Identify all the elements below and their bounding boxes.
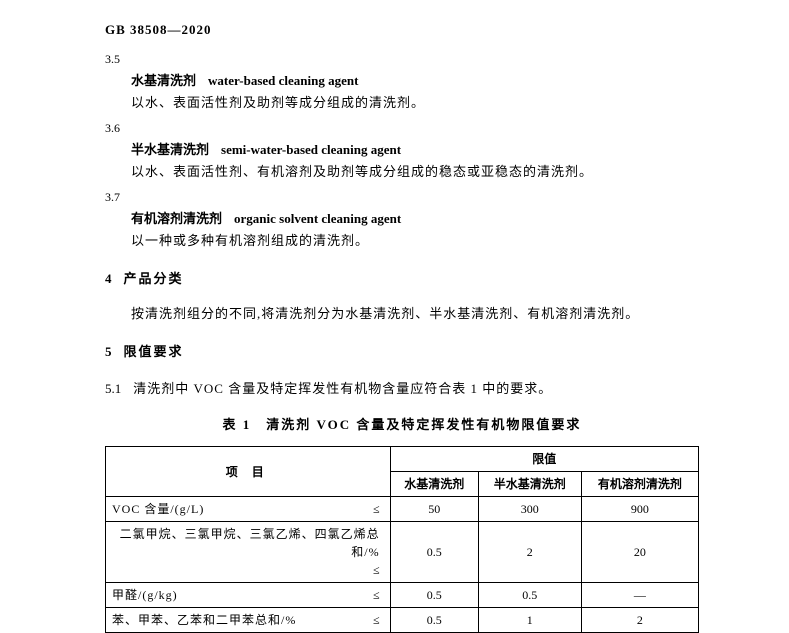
definition-3-6: 3.6 半水基清洗剂 semi-water-based cleaning agen… bbox=[105, 119, 699, 182]
section-4-heading: 4 产品分类 bbox=[105, 269, 699, 289]
row-val: 0.5 bbox=[478, 583, 581, 608]
term-zh: 有机溶剂清洗剂 bbox=[131, 211, 222, 226]
term-heading: 有机溶剂清洗剂 organic solvent cleaning agent bbox=[131, 209, 699, 229]
definition-3-5: 3.5 水基清洗剂 water-based cleaning agent 以水、表… bbox=[105, 50, 699, 113]
row-val: 20 bbox=[581, 522, 698, 583]
row-item: 苯、甲苯、乙苯和二甲苯总和/% bbox=[106, 608, 391, 633]
row-item: 二氯甲烷、三氯甲烷、三氯乙烯、四氯乙烯总和/% bbox=[106, 522, 391, 583]
row-val: 1 bbox=[478, 608, 581, 633]
table-row: 二氯甲烷、三氯甲烷、三氯乙烯、四氯乙烯总和/% 0.5 2 20 bbox=[106, 522, 699, 583]
term-heading: 半水基清洗剂 semi-water-based cleaning agent bbox=[131, 140, 699, 160]
row-val: 0.5 bbox=[390, 522, 478, 583]
term-zh: 半水基清洗剂 bbox=[131, 142, 209, 157]
section-4-text: 按清洗剂组分的不同,将清洗剂分为水基清洗剂、半水基清洗剂、有机溶剂清洗剂。 bbox=[131, 304, 699, 324]
section-number: 5 bbox=[105, 344, 112, 359]
section-number: 4 bbox=[105, 271, 112, 286]
col-header: 半水基清洗剂 bbox=[478, 472, 581, 497]
term-zh: 水基清洗剂 bbox=[131, 73, 196, 88]
row-val: 0.5 bbox=[390, 608, 478, 633]
row-val: 2 bbox=[478, 522, 581, 583]
term-en: water-based cleaning agent bbox=[208, 73, 358, 88]
table-row: VOC 含量/(g/L) 50 300 900 bbox=[106, 497, 699, 522]
clause-text: 清洗剂中 VOC 含量及特定挥发性有机物含量应符合表 1 中的要求。 bbox=[133, 381, 552, 396]
row-val: 2 bbox=[581, 608, 698, 633]
term-number: 3.7 bbox=[105, 188, 699, 206]
row-val: 50 bbox=[390, 497, 478, 522]
header-item: 项目 bbox=[106, 447, 391, 497]
col-header: 水基清洗剂 bbox=[390, 472, 478, 497]
col-header: 有机溶剂清洗剂 bbox=[581, 472, 698, 497]
standard-id: GB 38508—2020 bbox=[105, 20, 699, 40]
table-1-title: 表 1 清洗剂 VOC 含量及特定挥发性有机物限值要求 bbox=[105, 415, 699, 435]
row-val: 0.5 bbox=[390, 583, 478, 608]
table-row: 苯、甲苯、乙苯和二甲苯总和/% 0.5 1 2 bbox=[106, 608, 699, 633]
row-val: 900 bbox=[581, 497, 698, 522]
table-header-row-1: 项目 限值 bbox=[106, 447, 699, 472]
term-heading: 水基清洗剂 water-based cleaning agent bbox=[131, 71, 699, 91]
term-en: organic solvent cleaning agent bbox=[234, 211, 401, 226]
section-title: 产品分类 bbox=[124, 271, 184, 286]
row-val: — bbox=[581, 583, 698, 608]
term-number: 3.6 bbox=[105, 119, 699, 137]
row-val: 300 bbox=[478, 497, 581, 522]
term-number: 3.5 bbox=[105, 50, 699, 68]
term-definition: 以水、表面活性剂、有机溶剂及助剂等成分组成的稳态或亚稳态的清洗剂。 bbox=[131, 162, 699, 182]
term-en: semi-water-based cleaning agent bbox=[221, 142, 401, 157]
definition-3-7: 3.7 有机溶剂清洗剂 organic solvent cleaning agen… bbox=[105, 188, 699, 251]
header-limit: 限值 bbox=[390, 447, 698, 472]
clause-5-1: 5.1 清洗剂中 VOC 含量及特定挥发性有机物含量应符合表 1 中的要求。 bbox=[105, 379, 699, 399]
section-5-heading: 5 限值要求 bbox=[105, 342, 699, 362]
row-item: VOC 含量/(g/L) bbox=[106, 497, 391, 522]
section-title: 限值要求 bbox=[124, 344, 184, 359]
clause-number: 5.1 bbox=[105, 381, 121, 396]
term-definition: 以一种或多种有机溶剂组成的清洗剂。 bbox=[131, 231, 699, 251]
table-1: 项目 限值 水基清洗剂 半水基清洗剂 有机溶剂清洗剂 VOC 含量/(g/L) … bbox=[105, 446, 699, 633]
row-item: 甲醛/(g/kg) bbox=[106, 583, 391, 608]
term-definition: 以水、表面活性剂及助剂等成分组成的清洗剂。 bbox=[131, 93, 699, 113]
table-row: 甲醛/(g/kg) 0.5 0.5 — bbox=[106, 583, 699, 608]
